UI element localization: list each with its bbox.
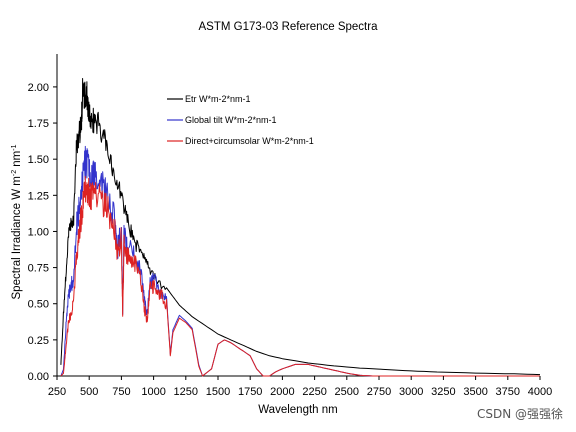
y-axis-label-sup2: -1 [11,144,18,150]
x-tick-label: 2000 [270,386,294,398]
y-tick-label: 1.00 [28,226,49,238]
y-tick-label: 1.50 [28,154,49,166]
y-tick-label: 1.75 [28,118,49,130]
y-tick-label: 0.00 [28,371,49,383]
y-axis-label-mid: nm [11,151,23,170]
chart-title: ASTM G173-03 Reference Spectra [199,21,379,33]
plot-frame [56,54,540,377]
y-tick-label: 0.50 [28,299,49,311]
x-tick-label: 4000 [528,386,552,398]
x-tick-label: 500 [80,386,98,398]
x-tick-label: 1000 [141,386,165,398]
x-tick-label: 1750 [238,386,262,398]
x-tick-label: 3750 [496,386,520,398]
y-tick-label: 0.75 [28,263,49,275]
y-axis-label: Spectral Irradiance W m-2 nm-1 [11,144,23,299]
series-layer [60,78,541,377]
legend-label: Global tilt W*m-2*nm-1 [185,115,277,125]
x-tick-label: 3250 [431,386,455,398]
x-tick-label: 3500 [463,386,487,398]
x-tick-label: 750 [112,386,130,398]
x-tick-label: 2250 [302,386,326,398]
x-tick-label: 2500 [335,386,359,398]
y-axis-label-sup1: -2 [11,170,18,176]
legend-label: Direct+circumsolar W*m-2*nm-1 [185,136,314,146]
y-tick-label: 2.00 [28,82,49,94]
x-tick-label: 1250 [174,386,198,398]
legend: Etr W*m-2*nm-1 Global tilt W*m-2*nm-1 Dire… [167,94,314,146]
y-axis: 0.00 0.25 0.50 0.75 1.00 1.25 1.50 1.75 2.00 [28,82,57,383]
y-axis-label-main: Spectral Irradiance W m [11,176,23,299]
x-axis: 250 500 750 1000 1250 1500 1750 2000 2250 2500 275… [48,376,552,398]
series-line-3 [60,176,540,377]
x-tick-label: 1500 [206,386,230,398]
watermark: CSDN @强强徐 [477,406,563,421]
y-tick-label: 1.25 [28,190,49,202]
series-line-1 [60,78,541,376]
x-tick-label: 3000 [399,386,423,398]
x-tick-label: 2750 [367,386,391,398]
y-tick-label: 0.25 [28,335,49,347]
x-tick-label: 250 [48,386,66,398]
x-axis-label: Wavelength nm [258,404,337,416]
legend-label: Etr W*m-2*nm-1 [185,94,251,104]
